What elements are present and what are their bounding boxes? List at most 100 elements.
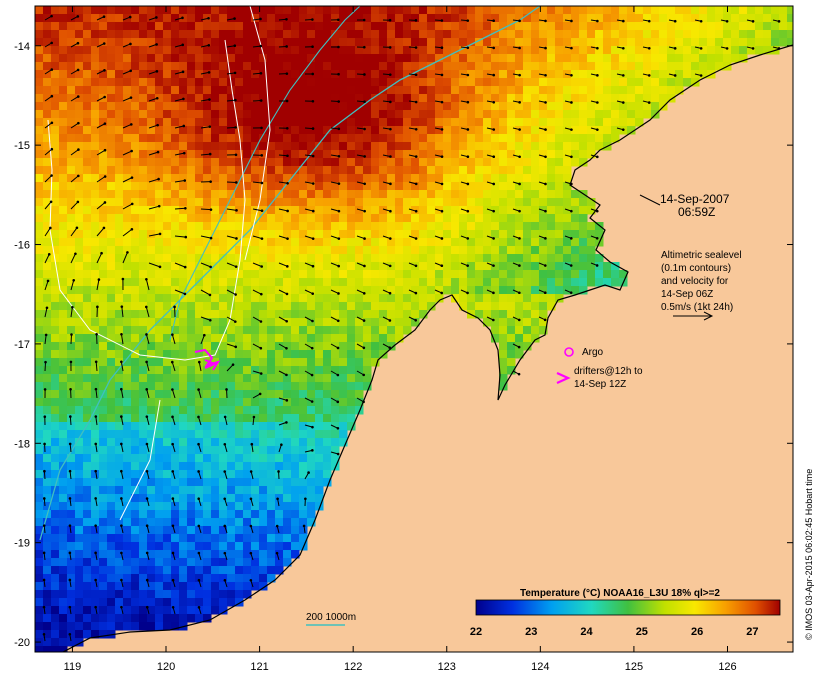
sst-cell [299, 294, 308, 303]
sst-cell [83, 166, 92, 175]
sst-cell [411, 94, 420, 103]
sst-cell [563, 278, 572, 287]
sst-cell [171, 126, 180, 135]
sst-cell [499, 30, 508, 39]
sst-cell [411, 38, 420, 47]
sst-cell [691, 14, 700, 23]
sst-cell [275, 150, 284, 159]
sst-cell [107, 550, 116, 559]
sst-cell [339, 406, 348, 415]
sst-cell [235, 334, 244, 343]
sst-cell [67, 262, 76, 271]
sst-cell [267, 150, 276, 159]
sst-cell [163, 150, 172, 159]
sst-cell [139, 486, 148, 495]
sst-cell [371, 342, 380, 351]
sst-cell [59, 342, 68, 351]
sst-cell [627, 118, 636, 127]
sst-cell [459, 94, 468, 103]
velocity-arrow-head [47, 252, 51, 256]
sst-cell [675, 70, 684, 79]
sst-cell [587, 262, 596, 271]
sst-cell [259, 294, 268, 303]
sst-cell [379, 230, 388, 239]
sst-cell [611, 94, 620, 103]
sst-cell [51, 422, 60, 431]
sst-cell [523, 86, 532, 95]
sst-cell [171, 502, 180, 511]
sst-cell [555, 262, 564, 271]
sst-cell [579, 222, 588, 231]
sst-cell [219, 142, 228, 151]
sst-cell [523, 94, 532, 103]
sst-cell [195, 214, 204, 223]
sst-cell [59, 206, 68, 215]
sst-cell [195, 542, 204, 551]
sst-cell [587, 150, 596, 159]
velocity-arrow-head [518, 101, 521, 104]
sst-cell [179, 358, 188, 367]
sst-cell [147, 382, 156, 391]
sst-cell [235, 14, 244, 23]
sst-cell [147, 494, 156, 503]
sst-cell [475, 182, 484, 191]
sst-cell [115, 526, 124, 535]
sst-cell [499, 198, 508, 207]
sst-cell [315, 414, 324, 423]
sst-cell [555, 238, 564, 247]
velocity-arrow [200, 71, 210, 75]
sst-cell [91, 126, 100, 135]
sst-cell [59, 614, 68, 623]
sst-cell [131, 54, 140, 63]
sst-cell [219, 454, 228, 463]
sst-cell [195, 374, 204, 383]
sst-cell [211, 294, 220, 303]
sst-cell [299, 270, 308, 279]
sst-cell [283, 86, 292, 95]
sst-cell [147, 374, 156, 383]
sst-cell [347, 30, 356, 39]
sst-cell [547, 142, 556, 151]
sst-cell [283, 94, 292, 103]
sst-cell [627, 126, 636, 135]
sst-cell [187, 94, 196, 103]
sst-cell [51, 534, 60, 543]
sst-cell [307, 414, 316, 423]
sst-cell [643, 30, 652, 39]
sst-cell [467, 86, 476, 95]
sst-cell [115, 262, 124, 271]
sst-cell [619, 6, 628, 15]
sst-cell [347, 246, 356, 255]
sst-cell [259, 462, 268, 471]
sst-cell [59, 526, 68, 535]
sst-cell [131, 254, 140, 263]
sst-cell [779, 14, 788, 23]
sst-cell [435, 286, 444, 295]
sst-cell [259, 438, 268, 447]
sst-cell [355, 110, 364, 119]
sst-cell [435, 102, 444, 111]
sst-cell [555, 54, 564, 63]
sst-cell [203, 318, 212, 327]
sst-cell [315, 254, 324, 263]
sst-cell [203, 406, 212, 415]
sst-cell [195, 62, 204, 71]
sst-cell [523, 214, 532, 223]
sst-cell [323, 230, 332, 239]
sst-cell [331, 334, 340, 343]
sst-cell [259, 302, 268, 311]
sst-cell [211, 438, 220, 447]
sst-cell [267, 294, 276, 303]
sst-cell [243, 510, 252, 519]
sst-cell [363, 62, 372, 71]
sst-cell [51, 46, 60, 55]
sst-cell [107, 38, 116, 47]
sst-cell [131, 230, 140, 239]
sst-cell [579, 238, 588, 247]
sst-cell [67, 630, 76, 639]
sst-cell [539, 6, 548, 15]
sst-cell [91, 94, 100, 103]
sst-cell [219, 374, 228, 383]
velocity-arrow-head [209, 180, 212, 183]
sst-cell [107, 390, 116, 399]
